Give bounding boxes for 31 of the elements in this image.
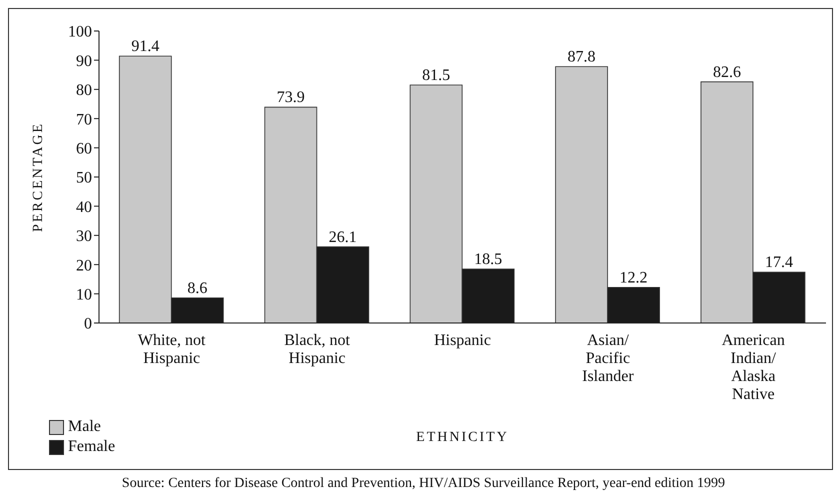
x-tick-label: Asian/Pacific Islander (582, 332, 634, 385)
data-label: 26.1 (328, 228, 357, 246)
x-tick-label: White, not Hispanic (138, 332, 206, 367)
data-label: 73.9 (276, 89, 305, 106)
y-tick-label: 100 (68, 24, 92, 41)
data-label: 12.2 (620, 269, 648, 286)
y-tick-label: 30 (76, 228, 92, 246)
data-label: 8.6 (187, 280, 208, 297)
y-axis-title: PERCENTAGE (30, 122, 46, 232)
x-axis-title: ETHNICITY (416, 430, 509, 445)
data-label: 17.4 (764, 254, 793, 272)
source-note: Source: Centers for Disease Control and Prevention, HIV/AIDS Surveillance Report, year-end edition 1999 (120, 476, 726, 492)
legend-label: Female (68, 438, 116, 456)
data-label: 91.4 (131, 38, 160, 56)
data-label: 87.8 (568, 48, 596, 66)
y-tick-label: 40 (76, 198, 92, 216)
y-tick-label: 70 (76, 111, 92, 128)
x-tick-label: American Indian/Alaska Native (722, 332, 785, 403)
y-tick-label: 20 (76, 257, 92, 274)
data-label: 82.6 (712, 64, 741, 81)
y-tick-label: 80 (76, 82, 92, 100)
data-label: 18.5 (474, 250, 502, 268)
y-tick-label: 60 (76, 140, 92, 158)
legend-label: Male (68, 418, 101, 436)
data-label: 81.5 (422, 67, 450, 84)
y-tick-label: 10 (76, 286, 92, 304)
x-tick-label: Black, not Hispanic (284, 332, 351, 367)
x-tick-label: Hispanic (434, 332, 491, 349)
y-tick-label: 90 (76, 52, 92, 70)
y-tick-label: 0 (84, 316, 92, 333)
y-tick-label: 50 (76, 170, 92, 187)
